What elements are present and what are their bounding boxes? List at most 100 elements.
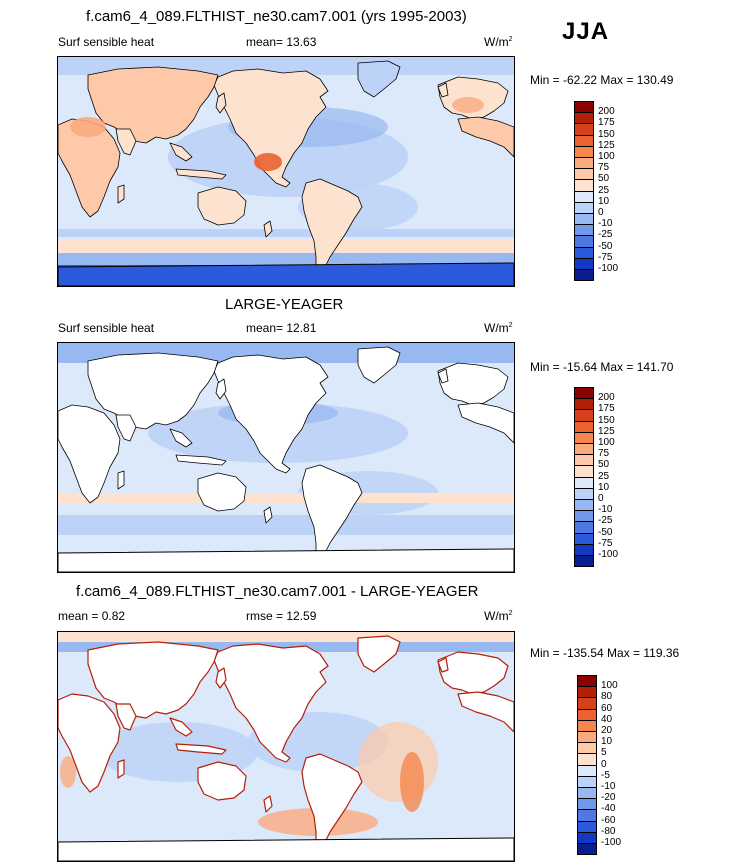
coastline-southAmerica — [301, 464, 363, 564]
panel-3-map — [57, 631, 515, 862]
panel-2-map — [57, 342, 515, 573]
panel-1-center-label: mean= 13.63 — [246, 35, 317, 49]
colorbar-tick-label: 75 — [598, 162, 610, 174]
coastline-africaRight — [457, 691, 514, 733]
field-band — [58, 515, 514, 535]
coastline-madagascar — [117, 759, 125, 779]
panel-1-left-label: Surf sensible heat — [58, 35, 155, 49]
colorbar-tick-label: -75 — [598, 251, 613, 263]
colorbar-tick-label: 20 — [601, 725, 613, 736]
colorbar-tick-label: 10 — [598, 195, 610, 207]
colorbar-tick-label: -10 — [598, 218, 613, 230]
panel-1-units: W/m2 — [484, 35, 513, 49]
colorbar-frame — [574, 387, 594, 568]
colorbar-tick-label: -75 — [598, 537, 613, 549]
panel-1-title: f.cam6_4_089.FLTHIST_ne30.cam7.001 (yrs … — [86, 8, 467, 25]
coastline-asia — [87, 352, 219, 430]
colorbar-tick-label: 25 — [598, 184, 610, 196]
colorbar-tick-label: -50 — [598, 240, 613, 252]
coastline-seAsia — [169, 717, 193, 737]
colorbar-frame — [577, 675, 597, 856]
colorbar-tick-label: -10 — [601, 781, 616, 792]
colorbar-tick-label: 125 — [598, 425, 615, 437]
coastline-seAsia — [169, 142, 193, 162]
coastline-europe — [437, 362, 509, 406]
colorbar-tick-label: 25 — [598, 470, 610, 482]
coastline-africa — [58, 404, 121, 504]
colorbar-tick-label: 100 — [598, 437, 615, 448]
field-blob — [452, 97, 484, 113]
coastline-nz — [263, 506, 273, 524]
coastline-africaRight — [457, 402, 514, 444]
colorbar-tick-label: 40 — [601, 713, 613, 725]
coastline-northAmerica — [213, 68, 329, 188]
coastline-antarctica — [58, 837, 514, 861]
panel-3-center-label: rmse = 12.59 — [246, 609, 317, 623]
colorbar-tick-label: 10 — [601, 736, 613, 748]
panel-2-minmax: Min = -15.64 Max = 141.70 — [530, 360, 674, 374]
coastline-indonesia — [175, 454, 227, 466]
panel-3-left-label: mean = 0.82 — [58, 609, 126, 623]
colorbar-tick-label: 0 — [601, 758, 607, 770]
field-blob — [70, 117, 106, 137]
coastline-india — [115, 703, 137, 731]
colorbar-tick-label: 50 — [598, 459, 610, 471]
colorbar-tick-label: -60 — [601, 814, 616, 826]
panel-1-minmax: Min = -62.22 Max = 130.49 — [530, 73, 674, 87]
panel-2-center-label: mean= 12.81 — [246, 321, 317, 335]
panel-3-minmax: Min = -135.54 Max = 119.36 — [530, 646, 680, 660]
colorbar-tick-label: -40 — [601, 803, 616, 815]
coastline-india — [115, 128, 137, 156]
colorbar-tick-label: 0 — [598, 493, 604, 504]
colorbar-tick-label: -100 — [598, 263, 619, 274]
colorbar-tick-label: 5 — [601, 747, 607, 759]
colorbar-tick-label: 75 — [598, 448, 610, 460]
colorbar-tick-label: -25 — [598, 515, 613, 527]
field-blob — [358, 722, 438, 802]
panel-1-map — [57, 56, 515, 287]
coastline-madagascar — [117, 470, 125, 490]
coastline-japan — [215, 92, 227, 114]
colorbar-tick-label: -25 — [598, 229, 613, 241]
colorbar-tick-label: 80 — [601, 691, 613, 703]
panel-2-left-label: Surf sensible heat — [58, 321, 155, 335]
colorbar-tick-label: 50 — [598, 173, 610, 185]
colorbar-tick-label: -100 — [598, 549, 619, 560]
coastline-africaRight — [457, 116, 514, 158]
coastline-seAsia — [169, 428, 193, 448]
coastline-australia — [197, 186, 247, 226]
coastline-india — [115, 414, 137, 442]
colorbar-frame — [574, 101, 594, 282]
coastline-uk — [437, 82, 449, 98]
colorbar-tick-label: 175 — [598, 403, 615, 415]
coastline-greenland — [357, 346, 401, 384]
field-band — [58, 493, 514, 503]
colorbar-tick-label: 150 — [598, 128, 615, 140]
panel-3-title: f.cam6_4_089.FLTHIST_ne30.cam7.001 - LAR… — [76, 583, 479, 600]
coastline-southAmerica — [301, 178, 363, 278]
colorbar-tick-label: 0 — [598, 207, 604, 218]
coastline-africa — [58, 693, 121, 793]
colorbar-tick-label: 60 — [601, 702, 613, 714]
coastline-antarctica — [58, 262, 514, 286]
coastline-antarctica — [58, 548, 514, 572]
colorbar-tick-label: 100 — [598, 151, 615, 162]
coastline-northAmerica — [213, 354, 329, 474]
coastline-uk — [437, 657, 449, 673]
coastline-nz — [263, 795, 273, 813]
panel-2-title: LARGE-YEAGER — [225, 296, 344, 313]
field-band — [58, 642, 514, 652]
colorbar-tick-label: -80 — [601, 825, 616, 837]
colorbar-tick-label: 200 — [598, 392, 615, 404]
field-band — [58, 253, 514, 265]
coastline-greenland — [357, 635, 401, 673]
coastline-southAmerica — [301, 753, 363, 853]
colorbar-tick-label: 150 — [598, 414, 615, 426]
coastline-asia — [87, 641, 219, 719]
field-band — [58, 229, 514, 237]
colorbar-tick-label: -5 — [601, 769, 610, 781]
coastline-nz — [263, 220, 273, 238]
colorbar-tick-label: 10 — [598, 481, 610, 493]
panel-2-units: W/m2 — [484, 321, 513, 335]
coastline-northAmerica — [213, 643, 329, 763]
